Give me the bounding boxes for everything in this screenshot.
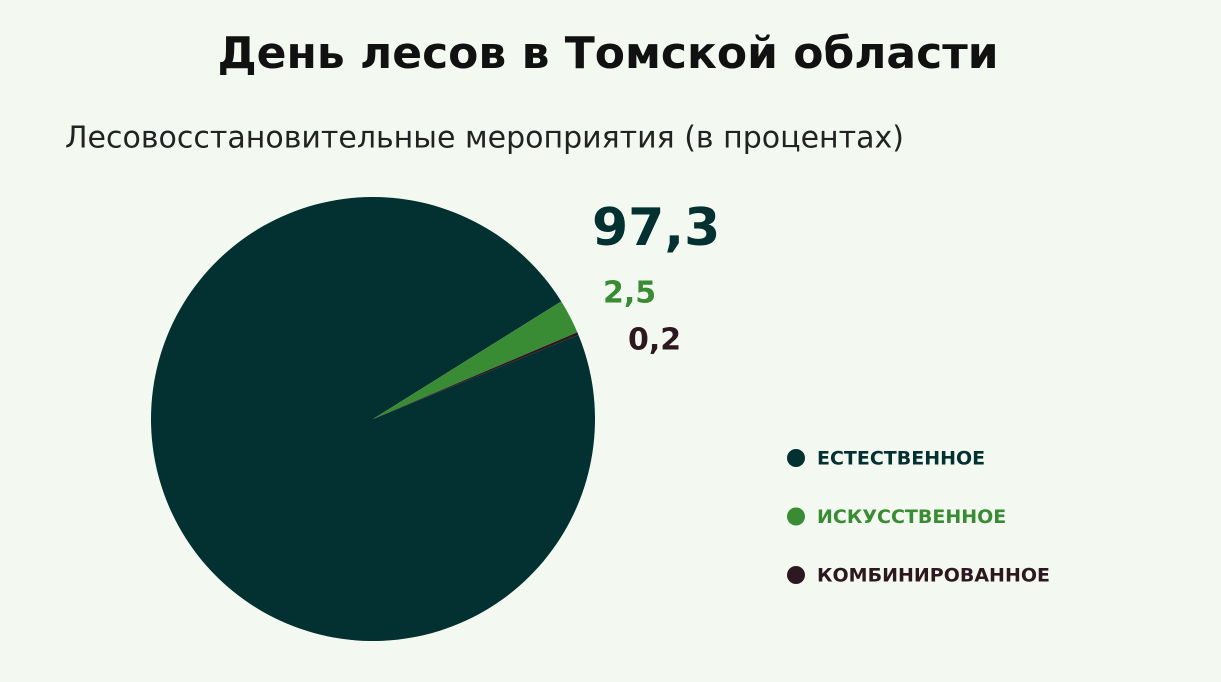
data-label: 0,2 bbox=[628, 323, 681, 358]
data-label: 2,5 bbox=[603, 276, 656, 311]
legend-label: ЕСТЕСТВЕННОЕ bbox=[817, 448, 985, 470]
legend-marker bbox=[787, 507, 805, 526]
legend-label: ИСКУССТВЕННОЕ bbox=[817, 506, 1006, 528]
pie-slice bbox=[373, 332, 579, 419]
chart-title: День лесов в Томской области bbox=[217, 28, 998, 79]
legend-marker bbox=[787, 449, 805, 467]
legend-label: КОМБИНИРОВАННОЕ bbox=[817, 565, 1050, 587]
chart-subtitle: Лесовосстановительные мероприятия (в про… bbox=[65, 121, 904, 156]
legend-marker bbox=[787, 566, 805, 584]
pie-slice bbox=[373, 301, 578, 419]
data-label: 97,3 bbox=[592, 198, 720, 258]
pie-slice bbox=[151, 197, 596, 642]
